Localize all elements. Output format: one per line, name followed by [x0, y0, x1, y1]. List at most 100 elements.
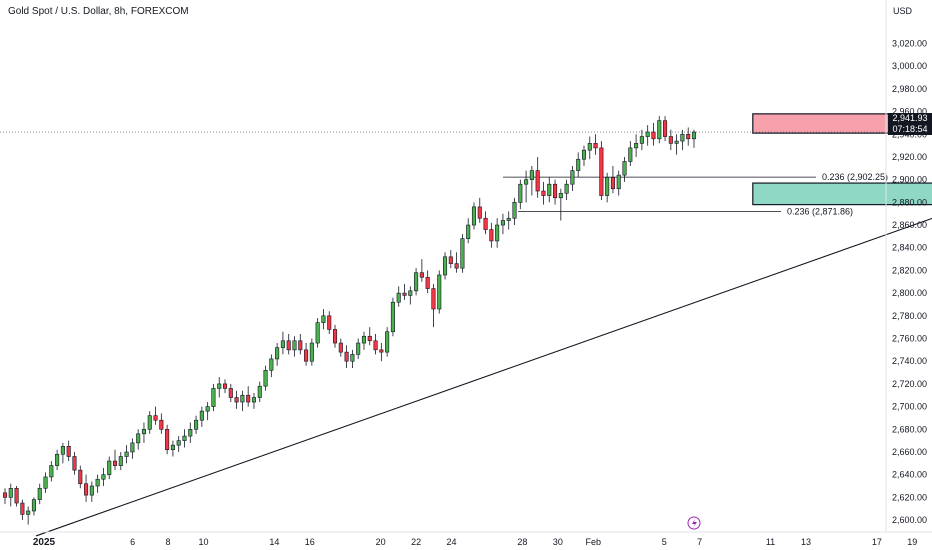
- x-tick-label: 16: [305, 537, 315, 547]
- y-tick-label: 2,980.00: [892, 84, 927, 94]
- y-tick-label: 2,800.00: [892, 288, 927, 298]
- candle-up: [205, 406, 210, 412]
- candle-up: [639, 136, 644, 144]
- time-axis[interactable]: 2025681014162022242830Feb571113171921252…: [0, 531, 932, 548]
- candle-up: [524, 179, 529, 185]
- candle-up: [437, 274, 442, 310]
- candle-down: [686, 133, 691, 140]
- y-tick-label: 2,700.00: [892, 402, 927, 412]
- candle-up: [188, 428, 193, 437]
- y-tick-label: 2,660.00: [892, 447, 927, 457]
- candle-up: [500, 220, 505, 226]
- candles-layer: [2, 116, 697, 525]
- candle-down: [246, 394, 251, 403]
- candle-up: [616, 174, 621, 190]
- candle-down: [298, 340, 303, 351]
- candle-up: [240, 394, 245, 403]
- y-tick-label: 3,000.00: [892, 61, 927, 71]
- candle-up: [442, 256, 448, 276]
- candle-down: [668, 136, 673, 144]
- y-tick-label: 2,760.00: [892, 334, 927, 344]
- candle-up: [350, 354, 355, 362]
- last-price-tag: 2,941.93 07:18:54: [888, 113, 932, 135]
- candle-up: [292, 340, 297, 351]
- candle-up: [628, 147, 633, 162]
- candle-up: [529, 170, 534, 180]
- candle-up: [356, 342, 361, 355]
- x-tick-label: 10: [198, 537, 208, 547]
- candle-down: [477, 206, 482, 219]
- candle-up: [130, 442, 135, 453]
- x-tick-label: 7: [697, 537, 702, 547]
- candle-up: [361, 335, 367, 344]
- y-tick-label: 2,880.00: [892, 197, 927, 207]
- candle-up: [576, 158, 581, 171]
- candle-up: [43, 476, 48, 489]
- candle-up: [547, 183, 552, 196]
- candle-up: [182, 435, 187, 441]
- candle-up: [170, 444, 175, 451]
- candle-up: [558, 192, 563, 199]
- lines-layer: 0.236 (2,902.25) 0.236 (2,871.86): [0, 131, 932, 537]
- candle-down: [159, 419, 164, 430]
- x-tick-label: 14: [269, 537, 279, 547]
- candle-up: [460, 238, 465, 269]
- chart-title: Gold Spot / U.S. Dollar, 8h, FOREXCOM: [8, 6, 189, 17]
- candle-up: [385, 331, 390, 353]
- candle-down: [84, 483, 89, 496]
- x-tick-label: 20: [376, 537, 386, 547]
- candle-up: [495, 224, 500, 242]
- candle-down: [610, 177, 615, 190]
- candle-down: [286, 340, 291, 351]
- candle-up: [622, 161, 627, 176]
- candle-up: [564, 183, 569, 194]
- x-tick-label: 11: [766, 537, 775, 547]
- candle-up: [251, 397, 257, 403]
- y-tick-label: 3,020.00: [892, 39, 927, 49]
- candle-down: [304, 349, 309, 362]
- candle-down: [553, 183, 558, 199]
- candle-up: [390, 301, 395, 333]
- candle-down: [454, 263, 459, 269]
- candle-up: [118, 456, 123, 466]
- candle-down: [165, 428, 170, 451]
- y-tick-label: 2,840.00: [892, 243, 927, 253]
- price-axis[interactable]: 2,600.00 2,620.00 2,640.00 2,660.00 2,680.00…: [885, 0, 927, 532]
- candle-down: [483, 217, 488, 230]
- candle-up: [124, 451, 129, 457]
- overlay-layer: [687, 516, 701, 530]
- y-tick-label: 2,960.00: [892, 107, 927, 117]
- y-tick-label: 2,860.00: [892, 220, 927, 230]
- candle-down: [20, 502, 25, 515]
- candle-up: [414, 272, 419, 292]
- candle-up: [101, 474, 106, 480]
- candle-down: [431, 288, 436, 310]
- candle-down: [535, 170, 540, 192]
- y-tick-label: 2,820.00: [892, 265, 927, 275]
- candle-up: [107, 460, 112, 475]
- candle-up: [211, 388, 216, 407]
- candle-up: [674, 140, 679, 144]
- candle-up: [257, 385, 262, 398]
- candle-down: [367, 335, 372, 342]
- candle-up: [55, 453, 60, 466]
- fib-level-label: 0.236 (2,902.25): [822, 172, 888, 182]
- x-tick-label: 30: [553, 537, 563, 547]
- candle-down: [338, 342, 343, 353]
- candle-up: [147, 415, 152, 430]
- x-tick-label: 24: [447, 537, 457, 547]
- candle-down: [663, 120, 668, 137]
- candle-up: [321, 315, 326, 323]
- candle-down: [593, 143, 598, 149]
- bar-countdown: 07:18:54: [892, 124, 928, 134]
- candle-down: [78, 469, 83, 485]
- candle-up: [217, 383, 222, 389]
- candle-down: [228, 388, 233, 398]
- candle-up: [136, 433, 141, 444]
- x-tick-label: Feb: [586, 537, 602, 547]
- candle-up: [194, 419, 199, 430]
- candle-up: [506, 217, 511, 221]
- x-tick-label: 17: [872, 537, 882, 547]
- candle-up: [263, 369, 268, 387]
